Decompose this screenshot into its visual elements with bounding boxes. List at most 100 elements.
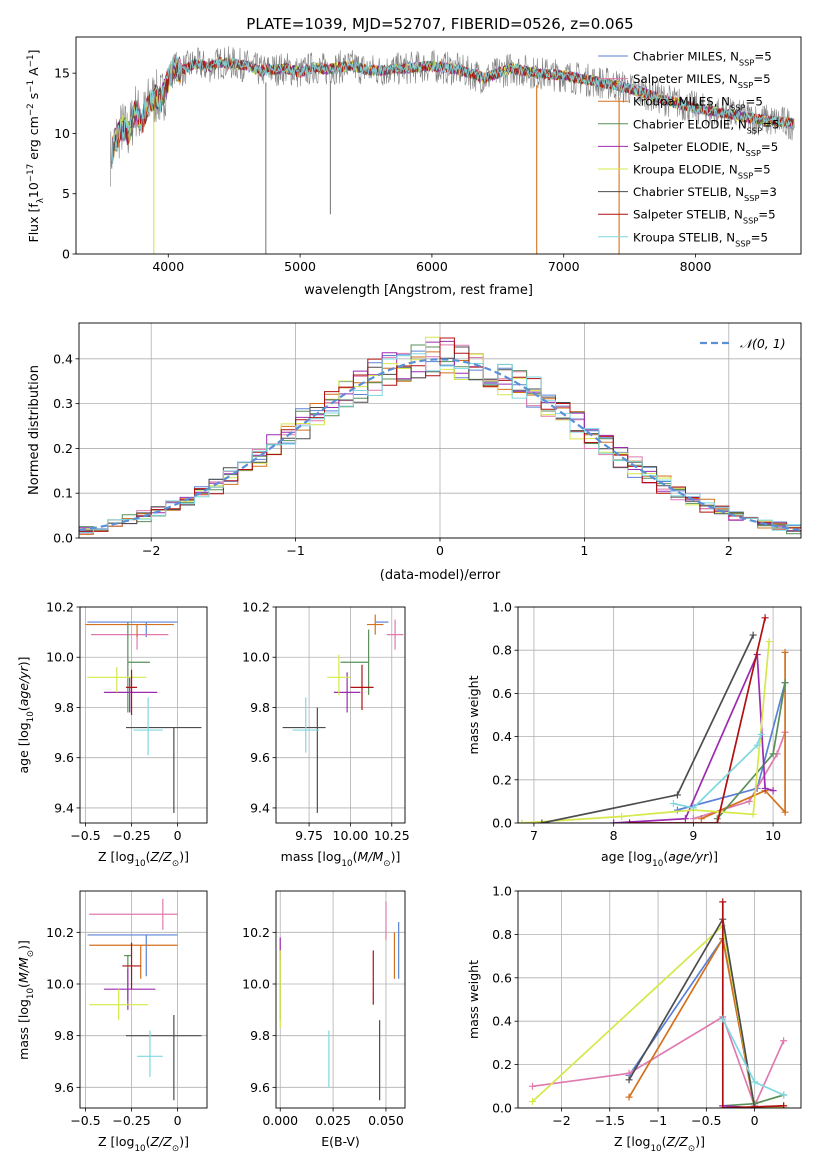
weight-marker [689, 804, 697, 812]
y-axis-label: mass weight [466, 960, 481, 1039]
x-tick-label: 6000 [416, 259, 448, 274]
weight-marker [780, 1091, 788, 1099]
x-tick-label: 9 [689, 828, 697, 843]
weight-vs-age-axes: 7 8 9 10 0.0 0.2 0.4 0.6 0.8 1.0 age [log10(age/yr… [466, 600, 802, 869]
axes-frame [275, 890, 406, 1109]
weight-marker [769, 787, 777, 795]
x-tick-label: 5000 [284, 259, 316, 274]
weight-marker [769, 750, 777, 758]
y-tick-label: 10.2 [242, 600, 270, 615]
y-tick-label: 9.4 [54, 800, 74, 815]
weight-marker [753, 741, 761, 749]
weight-marker [719, 1015, 727, 1023]
weight-marker [749, 631, 757, 639]
y-tick-label: 0.1 [53, 486, 73, 501]
x-tick-label: 0 [174, 828, 182, 843]
mass-vs-Z-axes: −0.5 −0.25 0 9.6 9.8 10.0 10.2 Z [log10(Z/Z⊙)] m… [16, 890, 208, 1154]
residual-histogram [79, 337, 801, 538]
x-tick-label: 0 [751, 1113, 759, 1128]
weight-marker [761, 614, 769, 622]
legend-label: Salpeter STELIB, NSSP=5 [633, 208, 776, 226]
weight-line [722, 1104, 784, 1108]
legend-label: Salpeter ELODIE, NSSP=5 [633, 140, 778, 158]
x-tick-label: 10.00 [333, 828, 369, 843]
weight-line [693, 732, 786, 820]
y-tick-label: 10.2 [46, 925, 74, 940]
weight-marker [669, 800, 677, 808]
axes-frame [78, 322, 802, 539]
weight-marker [749, 810, 757, 818]
x-tick-label: 0.000 [262, 1113, 298, 1128]
y-tick-label: 10.2 [242, 925, 270, 940]
y-tick-label: 0.4 [53, 351, 73, 366]
x-tick-label: 10.25 [374, 828, 410, 843]
axes-frame [79, 606, 208, 824]
figure-title: PLATE=1039, MJD=52707, FIBERID=0526, z=0… [246, 15, 633, 33]
weight-vs-Z-axes: −2 −1.5 −1 −0.5 0 0.0 0.2 0.4 0.6 0.8 1.0 Z [log10(… [466, 884, 802, 1154]
weight-marker [780, 1037, 788, 1045]
weight-marker [625, 1093, 633, 1101]
legend-label: Chabrier STELIB, NSSP=3 [633, 185, 777, 203]
x-axis-label: Z [log10(Z/Z⊙)] [614, 1134, 705, 1154]
x-tick-label: 8 [610, 828, 618, 843]
y-tick-label: 1.0 [492, 884, 512, 899]
weight-marker [673, 791, 681, 799]
x-tick-label: 0 [174, 1113, 182, 1128]
y-tick-label: 0.4 [492, 1014, 512, 1029]
normal-reference-curve [79, 358, 801, 532]
weight-vs-age-data [518, 614, 789, 823]
y-tick-label: 0.2 [492, 1057, 512, 1072]
weight-marker [719, 1104, 727, 1108]
axes-frame [517, 606, 802, 824]
x-tick-label: −2 [142, 543, 160, 558]
x-tick-label: 9.75 [295, 828, 323, 843]
weight-marker [538, 819, 546, 823]
legend-label: Kroupa MILES, NSSP=5 [633, 95, 763, 113]
weight-line [628, 936, 756, 1108]
weight-marker [528, 1082, 536, 1090]
age-vs-Z-axes: −0.5 −0.25 0 9.4 9.6 9.8 10.0 10.2 Z [log10(Z/Z⊙… [16, 600, 208, 869]
weight-marker [757, 730, 765, 738]
weight-marker [751, 1104, 759, 1108]
x-tick-label: 0.050 [368, 1113, 404, 1128]
x-tick-label: 10 [765, 828, 781, 843]
legend-label: Chabrier ELODIE, NSSP=5 [633, 117, 780, 135]
x-tick-label: −0.25 [112, 828, 150, 843]
weight-marker [765, 638, 773, 646]
y-tick-label: 9.6 [250, 750, 270, 765]
x-tick-label: −0.5 [691, 1113, 721, 1128]
weight-marker [781, 808, 789, 816]
weight-marker [528, 1097, 536, 1105]
age-vs-mass-axes: 9.75 10.00 10.25 9.4 9.6 9.8 10.0 10.2 mass [log… [242, 600, 410, 870]
spectrum-data [110, 46, 795, 254]
x-tick-label: 1 [580, 543, 588, 558]
y-tick-label: 10.0 [242, 650, 270, 665]
legend: Chabrier MILES, NSSP=5 Salpeter MILES, NS… [598, 50, 780, 248]
weight-marker [625, 1069, 633, 1077]
y-tick-label: 0.0 [492, 1101, 512, 1116]
weight-line [673, 734, 762, 809]
y-tick-label: 9.8 [54, 1028, 74, 1043]
x-axis-label: Z [log10(Z/Z⊙)] [98, 849, 189, 869]
weight-marker [625, 1076, 633, 1084]
weight-marker [719, 898, 727, 906]
weight-marker [697, 815, 705, 823]
weight-marker [610, 819, 618, 823]
legend-label: Chabrier MILES, NSSP=5 [633, 50, 772, 68]
y-tick-label: 9.6 [54, 1080, 74, 1095]
weight-marker [751, 1078, 759, 1086]
y-tick-label: 0.2 [492, 772, 512, 787]
y-tick-label: 0.4 [492, 729, 512, 744]
weight-marker [745, 797, 753, 805]
residual-histogram [79, 353, 801, 538]
x-tick-label: −1 [286, 543, 304, 558]
mass-vs-ebv-data [279, 901, 400, 1101]
y-tick-label: 5 [62, 186, 70, 201]
weight-line [721, 901, 784, 1108]
x-axis-label: (data-model)/error [380, 568, 501, 583]
weight-marker [713, 819, 721, 823]
axes-frame [275, 606, 406, 824]
weight-marker [518, 819, 526, 823]
